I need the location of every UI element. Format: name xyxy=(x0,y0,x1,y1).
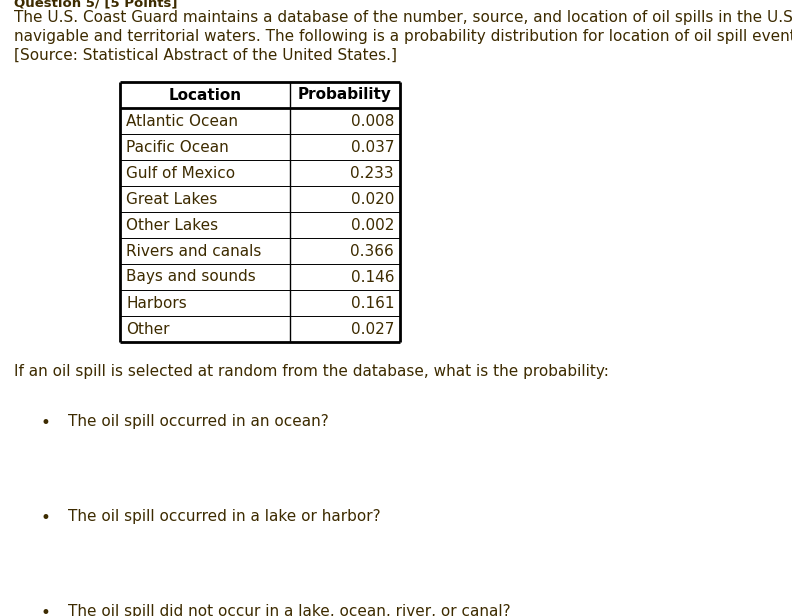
Text: Location: Location xyxy=(169,87,242,102)
Text: 0.366: 0.366 xyxy=(350,243,394,259)
Text: Great Lakes: Great Lakes xyxy=(126,192,217,206)
Text: Bays and sounds: Bays and sounds xyxy=(126,270,256,285)
Text: [Source: Statistical Abstract of the United States.]: [Source: Statistical Abstract of the Uni… xyxy=(14,48,397,63)
Text: 0.233: 0.233 xyxy=(350,166,394,180)
Text: Other Lakes: Other Lakes xyxy=(126,217,218,232)
Text: •: • xyxy=(40,414,50,432)
Text: Harbors: Harbors xyxy=(126,296,187,310)
Text: 0.020: 0.020 xyxy=(351,192,394,206)
Text: The oil spill occurred in a lake or harbor?: The oil spill occurred in a lake or harb… xyxy=(68,509,381,524)
Text: 0.146: 0.146 xyxy=(351,270,394,285)
Text: Pacific Ocean: Pacific Ocean xyxy=(126,139,229,155)
Text: navigable and territorial waters. The following is a probability distribution fo: navigable and territorial waters. The fo… xyxy=(14,29,792,44)
Text: 0.027: 0.027 xyxy=(351,322,394,336)
Text: Probability: Probability xyxy=(298,87,392,102)
Text: Atlantic Ocean: Atlantic Ocean xyxy=(126,113,238,129)
Text: Other: Other xyxy=(126,322,169,336)
Text: •: • xyxy=(40,604,50,616)
Text: The U.S. Coast Guard maintains a database of the number, source, and location of: The U.S. Coast Guard maintains a databas… xyxy=(14,10,792,25)
Text: 0.161: 0.161 xyxy=(351,296,394,310)
Text: If an oil spill is selected at random from the database, what is the probability: If an oil spill is selected at random fr… xyxy=(14,364,609,379)
Text: Rivers and canals: Rivers and canals xyxy=(126,243,261,259)
Text: 0.037: 0.037 xyxy=(351,139,394,155)
Text: 0.008: 0.008 xyxy=(351,113,394,129)
Text: The oil spill occurred in an ocean?: The oil spill occurred in an ocean? xyxy=(68,414,329,429)
Text: Question 5/ [5 Points]: Question 5/ [5 Points] xyxy=(14,0,177,9)
Text: 0.002: 0.002 xyxy=(351,217,394,232)
Text: Gulf of Mexico: Gulf of Mexico xyxy=(126,166,235,180)
Text: •: • xyxy=(40,509,50,527)
Text: The oil spill did not occur in a lake, ocean, river, or canal?: The oil spill did not occur in a lake, o… xyxy=(68,604,511,616)
